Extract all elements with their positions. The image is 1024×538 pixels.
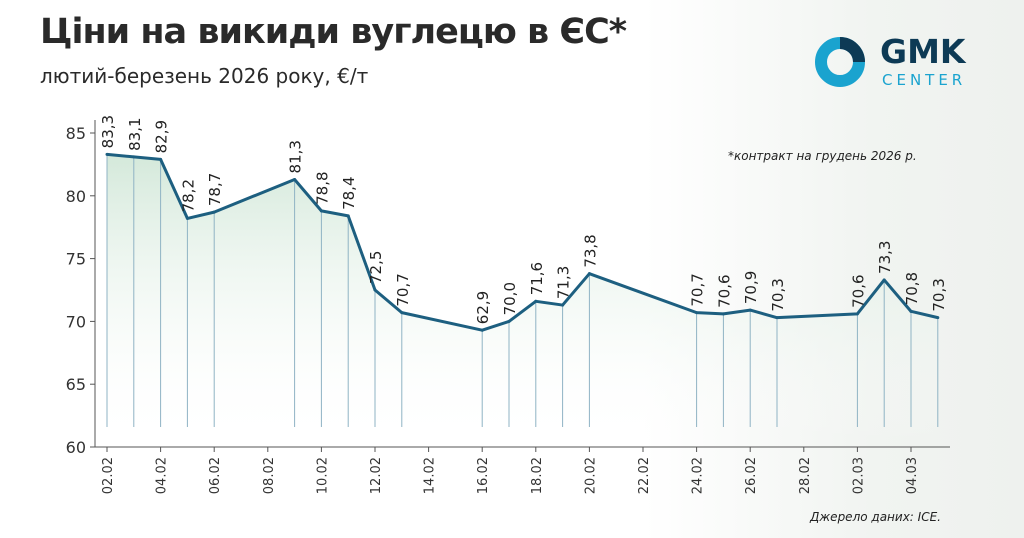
data-point: [159, 157, 163, 161]
data-point: [185, 216, 189, 220]
data-label: 70,6: [715, 274, 733, 307]
data-point: [721, 312, 725, 316]
logo-sub: CENTER: [882, 71, 967, 89]
data-label: 73,3: [876, 241, 894, 274]
y-tick-label: 65: [66, 375, 86, 394]
x-tick-label: 14.02: [423, 457, 438, 494]
data-point: [507, 319, 511, 323]
logo-text: GMK: [880, 32, 966, 71]
y-tick-label: 85: [66, 124, 86, 143]
x-tick-label: 22.02: [637, 457, 652, 494]
data-label: 62,9: [474, 291, 492, 324]
y-tick-label: 60: [66, 438, 86, 457]
data-point: [909, 309, 913, 313]
data-label: 70,7: [394, 273, 412, 306]
data-point: [293, 177, 297, 181]
x-tick-label: 04.02: [155, 457, 170, 494]
data-label: 78,7: [206, 173, 224, 206]
x-tick-label: 18.02: [530, 457, 545, 494]
x-tick-label: 02.03: [851, 457, 866, 494]
x-tick-label: 10.02: [315, 457, 330, 494]
data-point: [775, 316, 779, 320]
data-point: [105, 152, 109, 156]
data-point: [587, 272, 591, 276]
data-label: 83,1: [126, 117, 144, 150]
data-point: [212, 210, 216, 214]
data-point: [882, 278, 886, 282]
data-label: 70,9: [742, 271, 760, 304]
data-label: 81,3: [287, 140, 305, 173]
background-watermark: [644, 0, 1024, 538]
data-label: 78,8: [313, 171, 331, 204]
data-label: 82,9: [153, 120, 171, 153]
x-tick-label: 16.02: [476, 457, 491, 494]
data-point: [132, 155, 136, 159]
x-tick-label: 06.02: [208, 457, 223, 494]
data-label: 78,4: [340, 176, 358, 209]
x-tick-label: 26.02: [744, 457, 759, 494]
x-tick-label: 24.02: [691, 457, 706, 494]
data-label: 73,8: [581, 234, 599, 267]
x-tick-label: 12.02: [369, 457, 384, 494]
data-point: [346, 214, 350, 218]
data-label: 70,6: [849, 274, 867, 307]
area-fill: [107, 154, 938, 448]
footnote: *контракт на грудень 2026 р.: [728, 149, 917, 163]
data-point: [936, 316, 940, 320]
x-tick-label: 02.02: [101, 457, 116, 494]
data-point: [748, 308, 752, 312]
data-label: 70,0: [501, 282, 519, 315]
data-label: 83,3: [99, 115, 117, 148]
source-note: Джерело даних: ICE.: [810, 510, 941, 524]
data-point: [480, 328, 484, 332]
data-label: 70,7: [689, 273, 707, 306]
x-tick-label: 28.02: [798, 457, 813, 494]
x-tick-label: 20.02: [583, 457, 598, 494]
y-tick-label: 70: [66, 312, 86, 331]
subtitle: лютий-березень 2026 року, €/т: [40, 64, 369, 88]
data-label: 70,3: [930, 278, 948, 311]
data-point: [695, 311, 699, 315]
data-label: 70,8: [903, 272, 921, 305]
data-label: 70,3: [769, 278, 787, 311]
data-label: 71,6: [528, 262, 546, 295]
data-point: [534, 299, 538, 303]
data-label: 71,3: [555, 266, 573, 299]
y-tick-label: 80: [66, 187, 86, 206]
data-label: 78,2: [179, 179, 197, 212]
gmk-logo-icon: [815, 37, 865, 87]
page-title: Ціни на викиди вуглецю в ЄС*: [40, 12, 627, 52]
data-point: [400, 311, 404, 315]
data-point: [561, 303, 565, 307]
data-point: [319, 209, 323, 213]
x-tick-label: 04.03: [905, 457, 920, 494]
y-tick-label: 75: [66, 250, 86, 269]
x-tick-label: 08.02: [262, 457, 277, 494]
data-point: [855, 312, 859, 316]
data-point: [373, 288, 377, 292]
data-label: 72,5: [367, 251, 385, 284]
